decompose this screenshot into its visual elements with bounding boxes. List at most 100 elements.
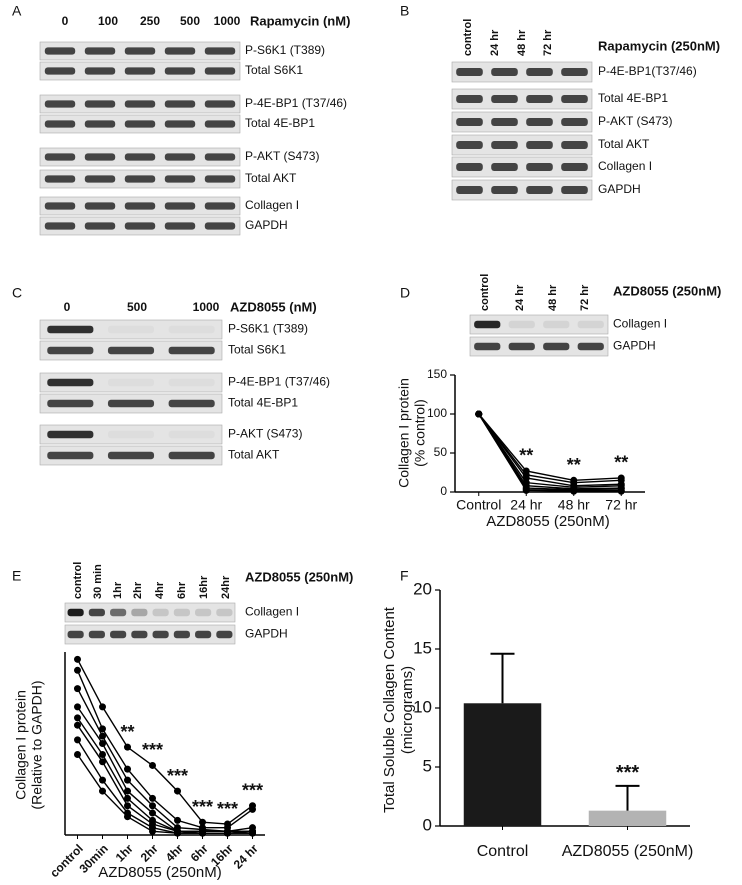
- blot-band: [131, 608, 148, 617]
- data-point: [124, 776, 131, 784]
- panel-label: C: [12, 285, 22, 301]
- lane-label: 1000: [193, 300, 220, 314]
- band-label: Collagen I: [613, 317, 667, 331]
- blot-strip: [64, 624, 236, 645]
- blot-band: [169, 431, 215, 439]
- lane-label: 24 hr: [489, 29, 501, 56]
- blot-band: [44, 120, 76, 128]
- blot-band: [47, 325, 94, 334]
- lane-label: 48 hr: [516, 29, 528, 56]
- lane-label: 24 hr: [514, 284, 526, 311]
- series-line: [478, 413, 622, 482]
- bar: [588, 810, 667, 826]
- blot-strip: [451, 61, 593, 83]
- data-point: [74, 685, 81, 693]
- data-point: [149, 827, 156, 835]
- blot-band: [456, 186, 483, 194]
- data-point: [249, 805, 256, 813]
- blot-band: [124, 47, 156, 55]
- x-tick-label: Control: [456, 497, 501, 513]
- x-tick-label: AZD8055 (250nM): [562, 843, 694, 860]
- lane-label: 24hr: [220, 575, 232, 599]
- data-point: [124, 743, 131, 751]
- x-tick-label: control: [47, 841, 86, 880]
- treatment-label: AZD8055 (250nM): [613, 283, 721, 298]
- data-point: [249, 829, 256, 837]
- blot-band: [561, 68, 588, 76]
- blot-band: [124, 67, 156, 75]
- blot-band: [108, 326, 154, 334]
- blot-band: [168, 346, 215, 355]
- blot-band: [491, 68, 518, 76]
- blot-band: [44, 67, 76, 75]
- data-point: [99, 750, 106, 758]
- series-line: [478, 413, 622, 487]
- band-label: GAPDH: [613, 339, 656, 353]
- data-point: [522, 486, 530, 494]
- data-point: [149, 794, 156, 802]
- blot-band: [204, 100, 236, 108]
- blot-strip: [469, 314, 609, 335]
- band-label: P-AKT (S473): [228, 427, 302, 441]
- data-point: [174, 787, 181, 795]
- lane-label: control: [72, 562, 84, 599]
- x-tick-label: 1hr: [113, 841, 136, 864]
- lane-label: 2hr: [132, 581, 144, 599]
- data-point: [74, 703, 81, 711]
- y-axis-label: (Relative to GAPDH): [29, 680, 45, 809]
- band-label: P-AKT (S473): [245, 149, 319, 163]
- blot-band: [152, 630, 169, 639]
- blot-band: [491, 186, 518, 194]
- blot-band: [543, 320, 570, 329]
- blot-band: [124, 120, 156, 128]
- band-label: Total AKT: [228, 448, 280, 462]
- lane-label: 72 hr: [542, 29, 554, 56]
- band-label: GAPDH: [245, 627, 288, 641]
- band-label: P-S6K1 (T389): [228, 322, 308, 336]
- blot-band: [168, 399, 215, 408]
- lane-label: 0: [62, 14, 69, 28]
- blot-band: [168, 451, 215, 460]
- panel-label: B: [400, 3, 409, 19]
- y-tick-label: 100: [427, 406, 447, 420]
- blot-band: [84, 222, 116, 230]
- lane-label: 30 min: [92, 564, 104, 599]
- lane-label: 16hr: [198, 575, 210, 599]
- y-tick-label: 150: [427, 367, 447, 381]
- blot-band: [526, 95, 553, 103]
- band-label: Total 4E-BP1: [598, 91, 668, 105]
- lane-label: 1hr: [112, 581, 124, 599]
- lane-label: 4hr: [154, 581, 166, 599]
- blot-band: [44, 153, 76, 161]
- blot-band: [44, 100, 76, 108]
- treatment-label: AZD8055 (nM): [230, 299, 317, 314]
- data-point: [99, 740, 106, 747]
- panel-label: A: [12, 3, 22, 19]
- blot-strip: [39, 424, 223, 445]
- blot-band: [88, 630, 105, 639]
- significance-label: **: [614, 453, 628, 473]
- blot-band: [508, 320, 535, 329]
- blot-band: [164, 120, 196, 128]
- data-point: [99, 703, 106, 711]
- significance-label: ***: [142, 740, 163, 760]
- data-point: [149, 809, 156, 817]
- data-point: [99, 776, 106, 784]
- blot-band: [456, 141, 483, 149]
- blot-band: [491, 95, 518, 103]
- x-tick-label: 4hr: [163, 841, 186, 864]
- data-point: [74, 721, 81, 729]
- blot-band: [47, 346, 94, 355]
- data-point: [74, 666, 81, 674]
- panel-label: E: [12, 568, 21, 584]
- significance-label: ***: [242, 780, 263, 800]
- blot-band: [84, 120, 116, 128]
- y-axis-label: Collagen I protein: [13, 690, 29, 800]
- band-label: Collagen I: [245, 198, 299, 212]
- series-line: [76, 670, 253, 829]
- y-tick-label: 50: [434, 445, 448, 459]
- x-tick-label: 2hr: [138, 841, 161, 864]
- data-point: [99, 732, 106, 740]
- series-line: [76, 717, 253, 833]
- band-label: Total AKT: [598, 137, 650, 151]
